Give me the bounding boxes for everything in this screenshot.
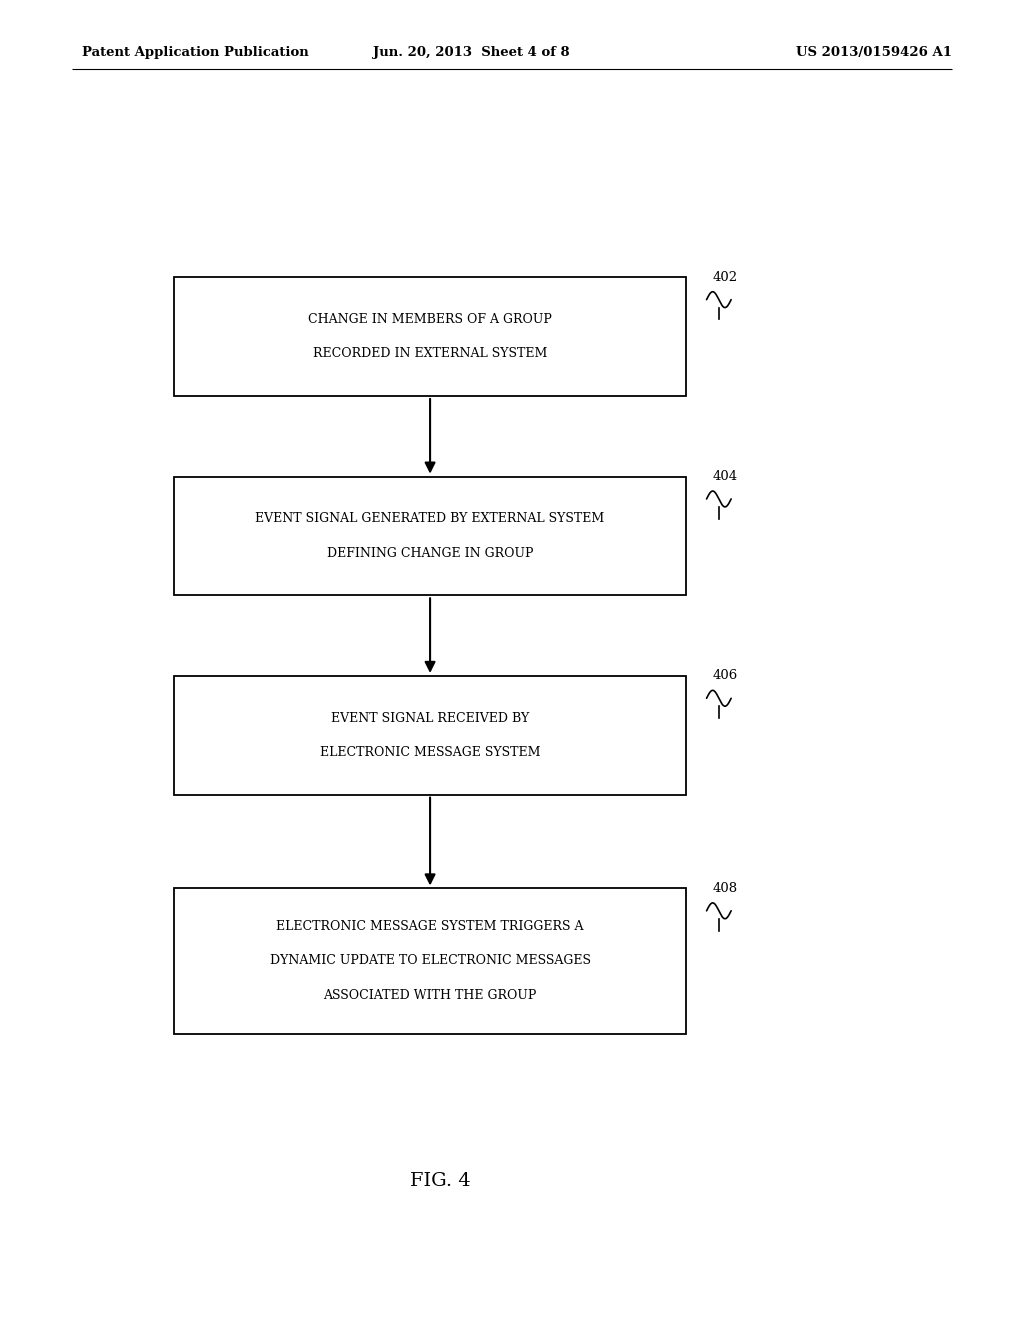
Text: ELECTRONIC MESSAGE SYSTEM: ELECTRONIC MESSAGE SYSTEM: [319, 746, 541, 759]
Text: CHANGE IN MEMBERS OF A GROUP: CHANGE IN MEMBERS OF A GROUP: [308, 313, 552, 326]
Text: FIG. 4: FIG. 4: [410, 1172, 471, 1191]
Text: EVENT SIGNAL RECEIVED BY: EVENT SIGNAL RECEIVED BY: [331, 711, 529, 725]
Text: DYNAMIC UPDATE TO ELECTRONIC MESSAGES: DYNAMIC UPDATE TO ELECTRONIC MESSAGES: [269, 954, 591, 968]
Text: 406: 406: [713, 669, 738, 682]
Text: US 2013/0159426 A1: US 2013/0159426 A1: [797, 46, 952, 59]
FancyBboxPatch shape: [174, 277, 686, 396]
FancyBboxPatch shape: [174, 676, 686, 795]
Text: 404: 404: [713, 470, 738, 483]
Text: RECORDED IN EXTERNAL SYSTEM: RECORDED IN EXTERNAL SYSTEM: [313, 347, 547, 360]
Text: 402: 402: [713, 271, 738, 284]
FancyBboxPatch shape: [174, 888, 686, 1034]
Text: EVENT SIGNAL GENERATED BY EXTERNAL SYSTEM: EVENT SIGNAL GENERATED BY EXTERNAL SYSTE…: [255, 512, 605, 525]
Text: Jun. 20, 2013  Sheet 4 of 8: Jun. 20, 2013 Sheet 4 of 8: [373, 46, 569, 59]
Text: Patent Application Publication: Patent Application Publication: [82, 46, 308, 59]
Text: ASSOCIATED WITH THE GROUP: ASSOCIATED WITH THE GROUP: [324, 989, 537, 1002]
Text: DEFINING CHANGE IN GROUP: DEFINING CHANGE IN GROUP: [327, 546, 534, 560]
Text: ELECTRONIC MESSAGE SYSTEM TRIGGERS A: ELECTRONIC MESSAGE SYSTEM TRIGGERS A: [276, 920, 584, 933]
FancyBboxPatch shape: [174, 477, 686, 595]
Text: 408: 408: [713, 882, 738, 895]
